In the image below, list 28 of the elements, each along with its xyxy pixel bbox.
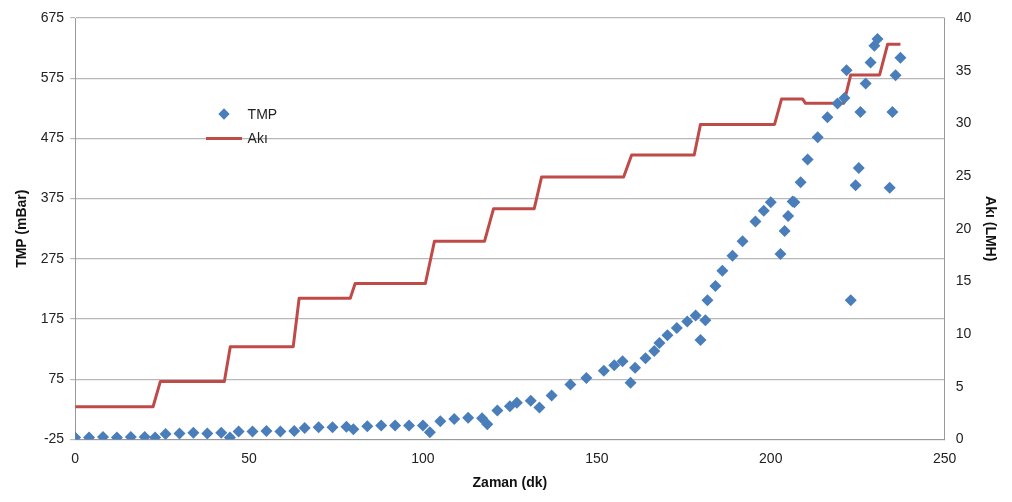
y2-axis-title: Akı (LMH) (982, 196, 999, 262)
y2-tick-label: 25 (955, 166, 972, 183)
x-tick-label: 100 (411, 449, 435, 466)
x-axis-title: Zaman (dk) (472, 474, 548, 491)
x-tick-label: 250 (932, 449, 957, 466)
y2-tick-label: 15 (955, 272, 972, 289)
y-tick-label: 175 (40, 309, 65, 326)
legend-label: TMP (247, 106, 278, 123)
x-tick-label: 150 (585, 449, 609, 466)
y-tick-label: -25 (43, 430, 65, 447)
y-axis-title: TMP (mBar) (13, 189, 30, 268)
y2-tick-label: 40 (955, 8, 972, 25)
x-tick-label: 50 (241, 449, 258, 466)
legend-label: Akı (247, 130, 268, 147)
y-tick-label: 275 (40, 249, 65, 266)
y-tick-label: 475 (40, 129, 65, 146)
y2-tick-label: 5 (955, 377, 964, 394)
y2-tick-label: 0 (955, 430, 964, 447)
x-tick-label: 0 (71, 449, 80, 466)
y2-tick-label: 30 (955, 114, 972, 131)
x-tick-label: 200 (759, 449, 783, 466)
y2-tick-label: 10 (955, 324, 972, 341)
y-tick-label: 675 (40, 8, 65, 25)
y2-tick-label: 20 (955, 219, 972, 236)
y-tick-label: 75 (48, 370, 65, 387)
y-tick-label: 575 (40, 69, 65, 86)
y-tick-label: 375 (40, 189, 65, 206)
y2-tick-label: 35 (955, 61, 972, 78)
